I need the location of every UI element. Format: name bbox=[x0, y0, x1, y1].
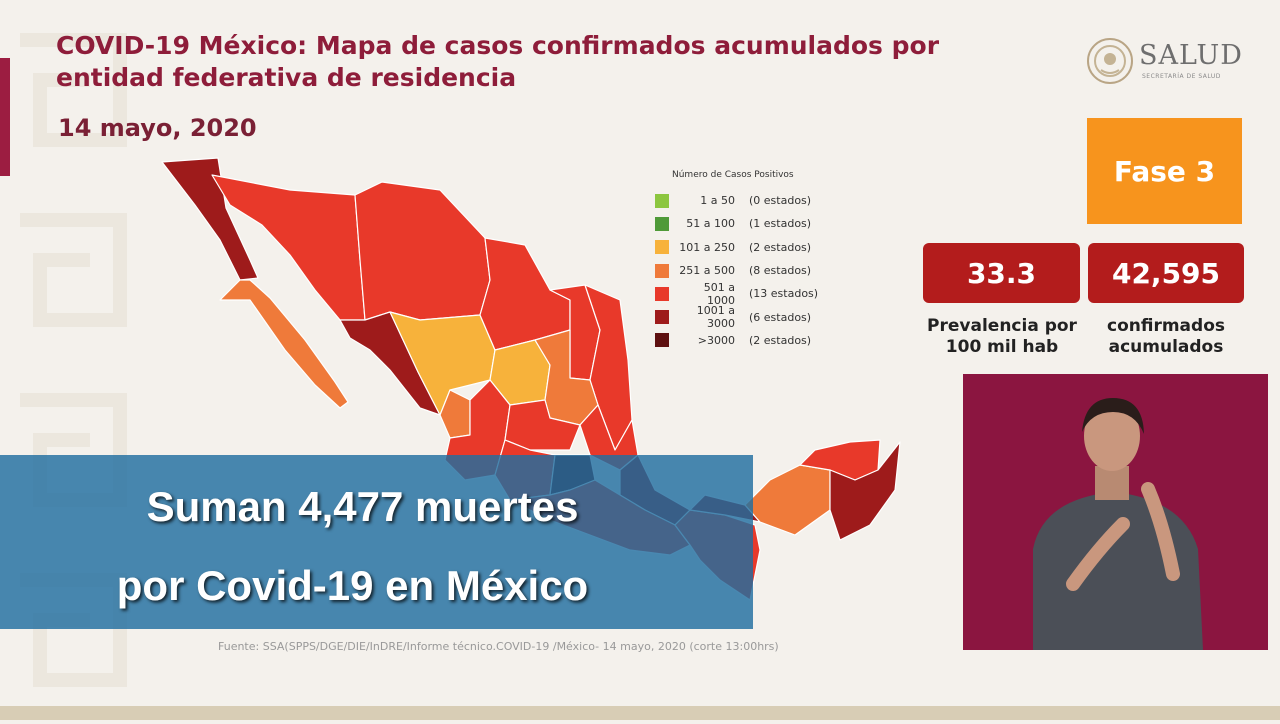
phase-badge: Fase 3 bbox=[1087, 118, 1242, 224]
legend-swatch bbox=[655, 240, 669, 255]
confirmed-label: confirmados acumulados bbox=[1107, 316, 1225, 357]
map-legend: Número de Casos Positivos 1 a 50 (0 esta… bbox=[655, 170, 855, 352]
caption-line-2: por Covid-19 en México bbox=[116, 562, 589, 609]
news-caption: Suman 4,477 muertes por Covid-19 en Méxi… bbox=[0, 455, 753, 629]
legend-count: (6 estados) bbox=[749, 310, 812, 324]
seal-icon bbox=[1087, 38, 1133, 84]
legend-count: (0 estados) bbox=[749, 194, 812, 208]
accent-bar bbox=[0, 58, 10, 176]
salud-logo: SALUD SECRETARÍA DE SALUD bbox=[1087, 38, 1247, 86]
state-region bbox=[339, 311, 441, 416]
prevalence-value: 33.3 bbox=[923, 243, 1080, 303]
legend-swatch bbox=[655, 193, 669, 208]
legend-swatch bbox=[655, 286, 669, 301]
legend-item: 51 a 100 (1 estados) bbox=[655, 212, 855, 235]
legend-range: 251 a 500 bbox=[679, 264, 735, 278]
page-title: COVID-19 México: Mapa de casos confirmad… bbox=[56, 31, 940, 92]
caption-line-1: Suman 4,477 muertes bbox=[146, 483, 579, 530]
legend-item: 101 a 250 (2 estados) bbox=[655, 236, 855, 259]
legend-range: 1001 a 3000 bbox=[696, 304, 735, 331]
legend-range: 51 a 100 bbox=[686, 217, 735, 231]
legend-item: 251 a 500 (8 estados) bbox=[655, 259, 855, 282]
prevalence-label: Prevalencia por 100 mil hab bbox=[927, 316, 1077, 357]
legend-swatch bbox=[655, 263, 669, 278]
logo-subtitle: SECRETARÍA DE SALUD bbox=[1142, 73, 1221, 80]
state-region bbox=[744, 464, 831, 536]
legend-swatch bbox=[655, 216, 669, 231]
state-region bbox=[479, 237, 571, 351]
legend-count: (1 estados) bbox=[749, 217, 812, 231]
legend-range: 501 a 1000 bbox=[703, 280, 735, 307]
legend-item: >3000 (2 estados) bbox=[655, 329, 855, 352]
legend-count: (8 estados) bbox=[749, 264, 812, 278]
legend-count: (2 estados) bbox=[749, 240, 812, 254]
legend-title: Número de Casos Positivos bbox=[672, 170, 794, 180]
legend-item: 501 a 1000 (13 estados) bbox=[655, 280, 855, 307]
legend-item: 1001 a 3000 (6 estados) bbox=[655, 304, 855, 331]
bottom-strip bbox=[0, 706, 1280, 720]
legend-count: (2 estados) bbox=[749, 333, 812, 347]
legend-range: 101 a 250 bbox=[679, 240, 735, 254]
confirmed-value: 42,595 bbox=[1088, 243, 1244, 303]
source-note: Fuente: SSA(SPPS/DGE/DIE/InDRE/Informe t… bbox=[218, 640, 779, 653]
report-date: 14 mayo, 2020 bbox=[58, 114, 257, 142]
legend-count: (13 estados) bbox=[749, 287, 819, 301]
state-region bbox=[829, 441, 901, 541]
state-region bbox=[219, 279, 349, 409]
state-region bbox=[354, 181, 491, 321]
legend-swatch bbox=[655, 310, 669, 325]
state-region bbox=[161, 157, 259, 281]
legend-range: >3000 bbox=[697, 333, 735, 347]
logo-name: SALUD bbox=[1139, 40, 1243, 71]
legend-range: 1 a 50 bbox=[700, 194, 735, 208]
legend-item: 1 a 50 (0 estados) bbox=[655, 189, 855, 212]
legend-swatch bbox=[655, 333, 669, 348]
sign-language-interpreter bbox=[963, 374, 1268, 650]
